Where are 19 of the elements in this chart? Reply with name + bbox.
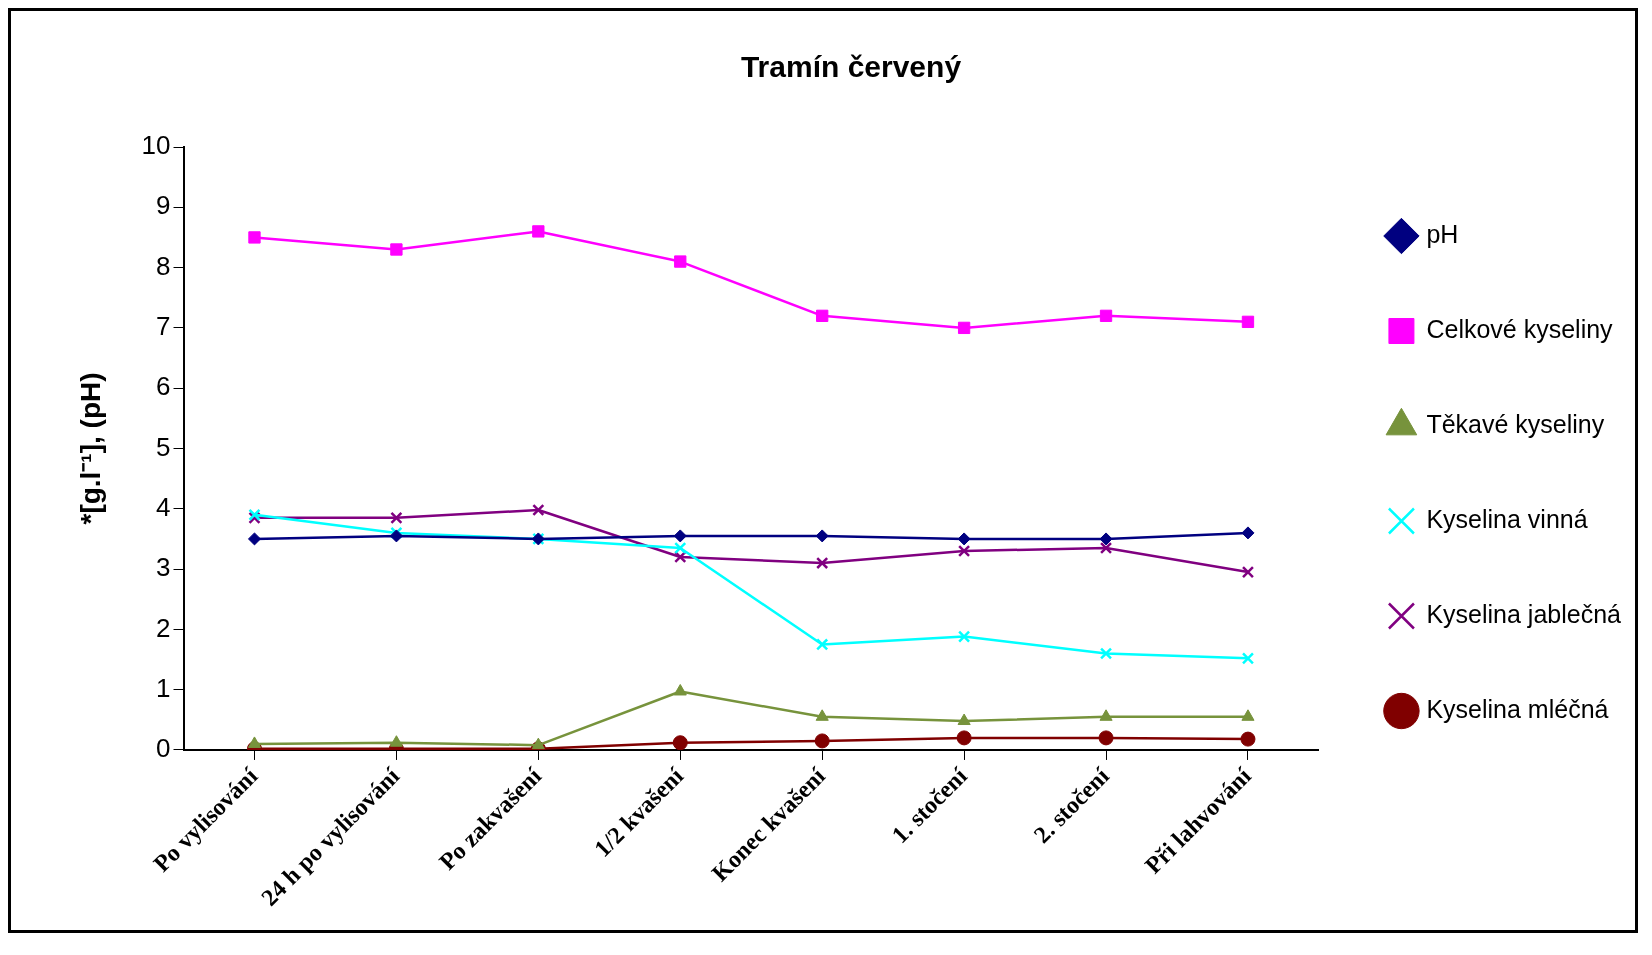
y-tick-label: 1 — [156, 672, 171, 703]
y-tick-label: 0 — [156, 733, 171, 764]
y-axis-title: *[g.l⁻¹], (pH) — [74, 372, 106, 525]
y-tick-label: 5 — [156, 431, 171, 462]
y-tick-label: 6 — [156, 371, 171, 402]
y-tick-label: 3 — [156, 552, 171, 583]
legend-label: pH — [1426, 219, 1459, 248]
y-tick-label: 4 — [156, 491, 171, 522]
y-tick-label: 10 — [141, 130, 171, 161]
legend-label: Těkavé kyseliny — [1426, 409, 1605, 438]
y-tick-label: 2 — [156, 612, 171, 643]
legend-label: Kyselina mléčná — [1426, 694, 1609, 723]
y-tick-label: 7 — [156, 311, 171, 342]
chart-title: Tramín červený — [740, 50, 962, 84]
legend-label: Kyselina vinná — [1426, 504, 1588, 533]
y-tick-label: 9 — [156, 190, 171, 221]
y-tick-label: 8 — [156, 250, 171, 281]
legend-label: Celkové kyseliny — [1426, 314, 1614, 343]
legend-label: Kyselina jablečná — [1426, 599, 1622, 628]
